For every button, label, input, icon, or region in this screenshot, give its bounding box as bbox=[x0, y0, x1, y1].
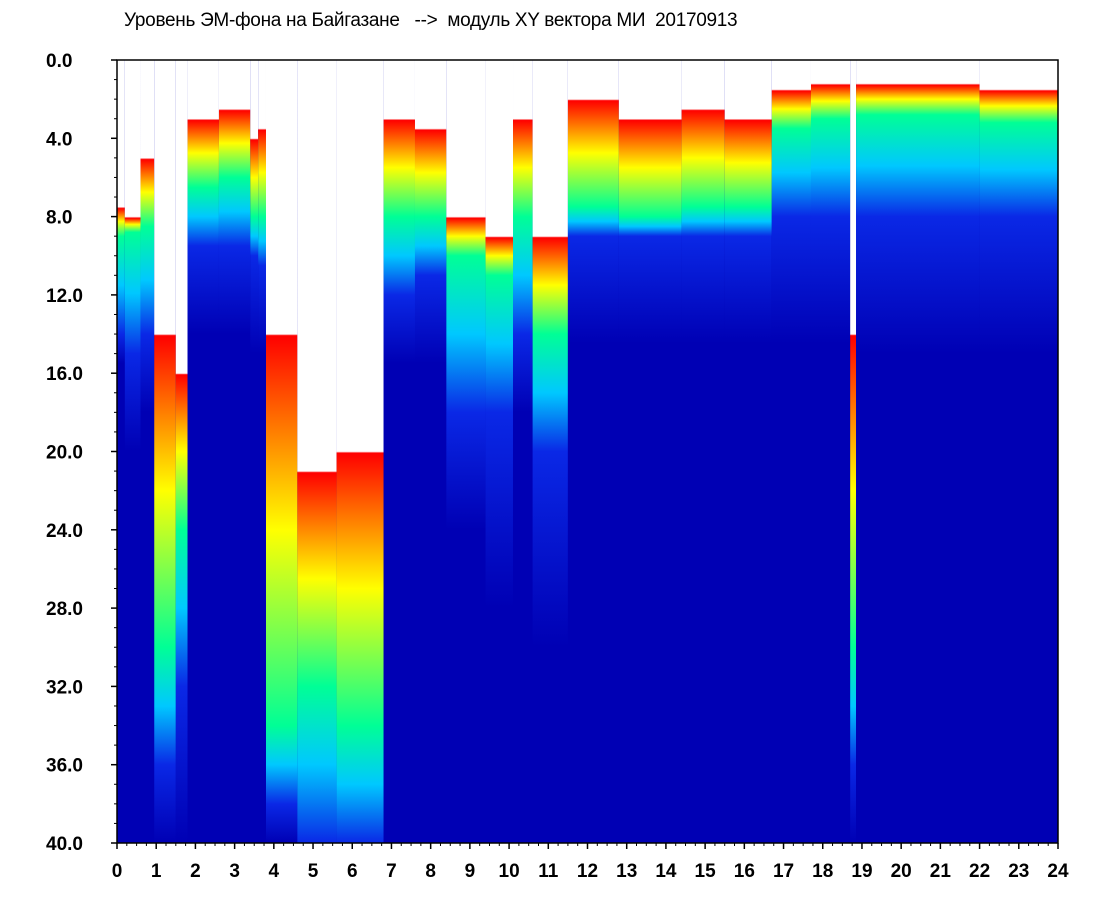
x-tick-label: 20 bbox=[891, 861, 912, 882]
heatmap-segment bbox=[258, 60, 266, 843]
heatmap-segment bbox=[513, 60, 533, 843]
heatmap-segment bbox=[567, 60, 619, 843]
heatmap-segment bbox=[140, 60, 155, 843]
y-axis: 0.0 4.0 8.0 12.0 16.0 20.0 24.0 28.0 32.0 36.0 40.… bbox=[46, 51, 117, 855]
x-tick-label: 4 bbox=[269, 861, 280, 882]
x-tick-label: 17 bbox=[773, 861, 794, 882]
plot-frame bbox=[116, 59, 1059, 844]
x-tick-label: 3 bbox=[229, 861, 240, 882]
heatmap-segment bbox=[336, 60, 384, 843]
x-tick-label: 2 bbox=[190, 861, 201, 882]
x-tick-label: 18 bbox=[812, 861, 833, 882]
x-tick-label: 8 bbox=[425, 861, 436, 882]
x-tick-label: 15 bbox=[695, 861, 717, 882]
heatmap-segment bbox=[250, 60, 259, 843]
y-tick-label: 20.0 bbox=[46, 443, 83, 464]
heatmap-segment bbox=[117, 60, 125, 843]
heatmap-segment bbox=[297, 60, 337, 843]
y-tick-label: 24.0 bbox=[46, 521, 83, 542]
heatmap-segment bbox=[383, 60, 415, 843]
x-tick-label: 14 bbox=[655, 861, 677, 882]
heatmap-segment bbox=[850, 60, 857, 843]
y-tick-label: 32.0 bbox=[46, 677, 83, 698]
y-tick-label: 4.0 bbox=[46, 129, 72, 150]
x-axis: 0 1 2 3 4 5 6 7 8 9 10 11 12 13 14 15 16 17 18 19 20 21 22 23 24 bbox=[112, 843, 1069, 882]
x-tick-label: 24 bbox=[1047, 861, 1069, 882]
chart-title: Уровень ЭМ-фона на Байгазане --> модуль … bbox=[124, 10, 738, 31]
x-tick-label: 19 bbox=[851, 861, 872, 882]
x-tick-label: 12 bbox=[577, 861, 598, 882]
y-tick-label: 28.0 bbox=[46, 599, 83, 620]
heatmap-segment bbox=[532, 60, 568, 843]
x-tick-label: 23 bbox=[1008, 861, 1029, 882]
x-tick-label: 10 bbox=[499, 861, 520, 882]
y-tick-label: 0.0 bbox=[46, 51, 72, 72]
x-tick-label: 21 bbox=[930, 861, 952, 882]
y-tick-label: 36.0 bbox=[46, 756, 83, 777]
x-tick-label: 5 bbox=[308, 861, 319, 882]
heatmap-segment bbox=[187, 60, 219, 843]
heatmap-segment bbox=[681, 60, 725, 843]
x-tick-label: 11 bbox=[538, 861, 559, 882]
heatmap-area bbox=[117, 60, 1058, 843]
heatmap-segment bbox=[154, 60, 176, 843]
heatmap-segment bbox=[979, 60, 1058, 843]
x-tick-label: 1 bbox=[151, 861, 162, 882]
heatmap-segment bbox=[618, 60, 682, 843]
heatmap-segment bbox=[265, 60, 298, 843]
y-tick-label: 16.0 bbox=[46, 364, 83, 385]
heatmap-segment bbox=[175, 60, 188, 843]
x-tick-label: 13 bbox=[616, 861, 637, 882]
x-tick-label: 16 bbox=[734, 861, 755, 882]
x-tick-label: 0 bbox=[112, 861, 123, 882]
heatmap-segment bbox=[771, 60, 811, 843]
x-tick-label: 6 bbox=[347, 861, 358, 882]
heatmap-segment bbox=[724, 60, 772, 843]
y-tick-label: 40.0 bbox=[46, 834, 83, 855]
x-tick-label: 7 bbox=[386, 861, 397, 882]
heatmap-segment bbox=[810, 60, 851, 843]
heatmap-segment bbox=[856, 60, 980, 843]
x-tick-label: 22 bbox=[969, 861, 990, 882]
heatmap-segment bbox=[124, 60, 141, 843]
x-tick-label: 9 bbox=[465, 861, 476, 882]
heatmap-segment bbox=[414, 60, 447, 843]
y-tick-label: 12.0 bbox=[46, 286, 83, 307]
heatmap-segment bbox=[485, 60, 514, 843]
heatmap-segment bbox=[218, 60, 251, 843]
y-tick-label: 8.0 bbox=[46, 208, 72, 229]
heatmap-segment bbox=[446, 60, 486, 843]
